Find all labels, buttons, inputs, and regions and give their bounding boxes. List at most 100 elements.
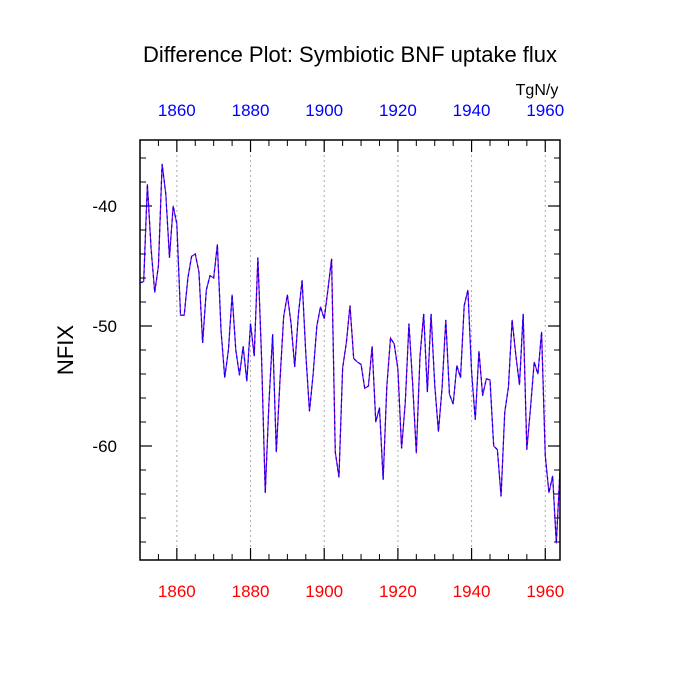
- data-point: [441, 386, 443, 388]
- data-point: [194, 253, 196, 255]
- data-point: [183, 314, 185, 316]
- data-point: [342, 367, 344, 369]
- chart-title: Difference Plot: Symbiotic BNF uptake fl…: [143, 42, 557, 67]
- x-tick-label-top: 1920: [379, 101, 417, 120]
- data-point: [261, 358, 262, 359]
- data-point: [419, 355, 421, 357]
- data-point: [305, 353, 307, 354]
- x-tick-label-top: 1860: [158, 101, 196, 120]
- x-tick-label-bottom: 1860: [158, 582, 196, 601]
- units-label: TgN/y: [516, 82, 559, 99]
- data-point: [209, 275, 211, 276]
- data-point: [552, 475, 554, 477]
- data-point: [224, 377, 226, 378]
- data-point: [408, 323, 410, 324]
- data-point: [379, 407, 380, 408]
- data-point: [327, 289, 329, 291]
- data-point: [508, 386, 509, 388]
- data-point: [205, 289, 207, 291]
- data-point: [541, 331, 542, 333]
- data-point: [478, 350, 480, 352]
- data-point: [294, 366, 296, 368]
- x-tick-label-top: 1940: [453, 101, 491, 120]
- x-tick-label-bottom: 1880: [232, 582, 270, 601]
- data-point: [283, 316, 285, 317]
- data-point: [290, 323, 292, 324]
- data-point: [312, 373, 314, 375]
- tick-labels: 1860 1860 1880 1880 1900 1900 1920 1920 1940 1940…: [92, 101, 564, 601]
- data-point: [404, 402, 406, 404]
- major-ticks: [140, 140, 560, 560]
- data-point: [275, 451, 277, 453]
- data-point: [239, 374, 240, 376]
- data-point: [198, 271, 200, 273]
- y-axis-label: NFIX: [53, 325, 78, 375]
- y-tick-label: -40: [92, 197, 117, 216]
- data-point: [452, 403, 454, 405]
- data-point: [460, 377, 461, 378]
- data-point: [360, 364, 362, 365]
- data-point: [548, 492, 550, 494]
- data-point: [515, 354, 517, 356]
- data-point: [412, 383, 414, 384]
- data-point: [511, 319, 513, 321]
- data-point: [533, 361, 535, 363]
- data-point: [423, 313, 425, 315]
- data-point: [338, 476, 340, 478]
- data-point: [349, 305, 351, 306]
- data-point: [250, 323, 251, 324]
- data-point: [286, 294, 288, 296]
- data-point: [331, 258, 332, 260]
- data-point: [143, 281, 145, 282]
- data-point: [397, 368, 399, 370]
- data-point: [449, 394, 450, 395]
- data-point: [526, 449, 528, 450]
- data-point: [482, 395, 484, 396]
- data-point: [386, 385, 388, 387]
- data-point: [426, 391, 428, 393]
- data-point: [456, 365, 458, 366]
- data-point: [191, 256, 192, 257]
- data-point: [272, 334, 274, 335]
- data-point: [364, 388, 366, 389]
- plot-frame: [139, 139, 561, 561]
- data-point: [202, 342, 204, 344]
- minor-ticks: [140, 140, 560, 560]
- data-point: [401, 448, 402, 449]
- data-point: [356, 361, 358, 363]
- y-tick-label: -50: [92, 317, 117, 336]
- data-point: [471, 371, 472, 372]
- data-point: [519, 384, 520, 386]
- data-point: [187, 277, 189, 279]
- data-point: [158, 265, 159, 267]
- data-point: [242, 346, 244, 347]
- x-tick-label-bottom: 1900: [305, 582, 343, 601]
- data-point: [216, 244, 218, 245]
- data-point: [434, 384, 436, 386]
- data-point: [176, 223, 178, 225]
- data-point: [220, 330, 222, 332]
- x-tick-label-bottom: 1960: [526, 582, 564, 601]
- data-point: [334, 451, 336, 453]
- data-point: [257, 257, 259, 258]
- data-point: [371, 346, 373, 347]
- data-point: [169, 257, 170, 258]
- series-line: [139, 163, 561, 544]
- data-point: [301, 280, 303, 281]
- data-point: [161, 163, 163, 165]
- data-point: [228, 349, 229, 351]
- data-point: [382, 479, 384, 480]
- data-point: [146, 184, 148, 185]
- data-point: [323, 318, 325, 320]
- x-tick-label-bottom: 1940: [453, 582, 491, 601]
- series-line-dashed: [139, 163, 561, 544]
- data-point: [504, 412, 506, 413]
- data-point: [393, 343, 395, 345]
- data-point: [463, 305, 465, 306]
- data-point: [268, 402, 270, 404]
- data-point: [345, 342, 347, 344]
- data-point: [430, 313, 432, 315]
- data-point: [375, 421, 377, 423]
- data-point: [213, 277, 215, 279]
